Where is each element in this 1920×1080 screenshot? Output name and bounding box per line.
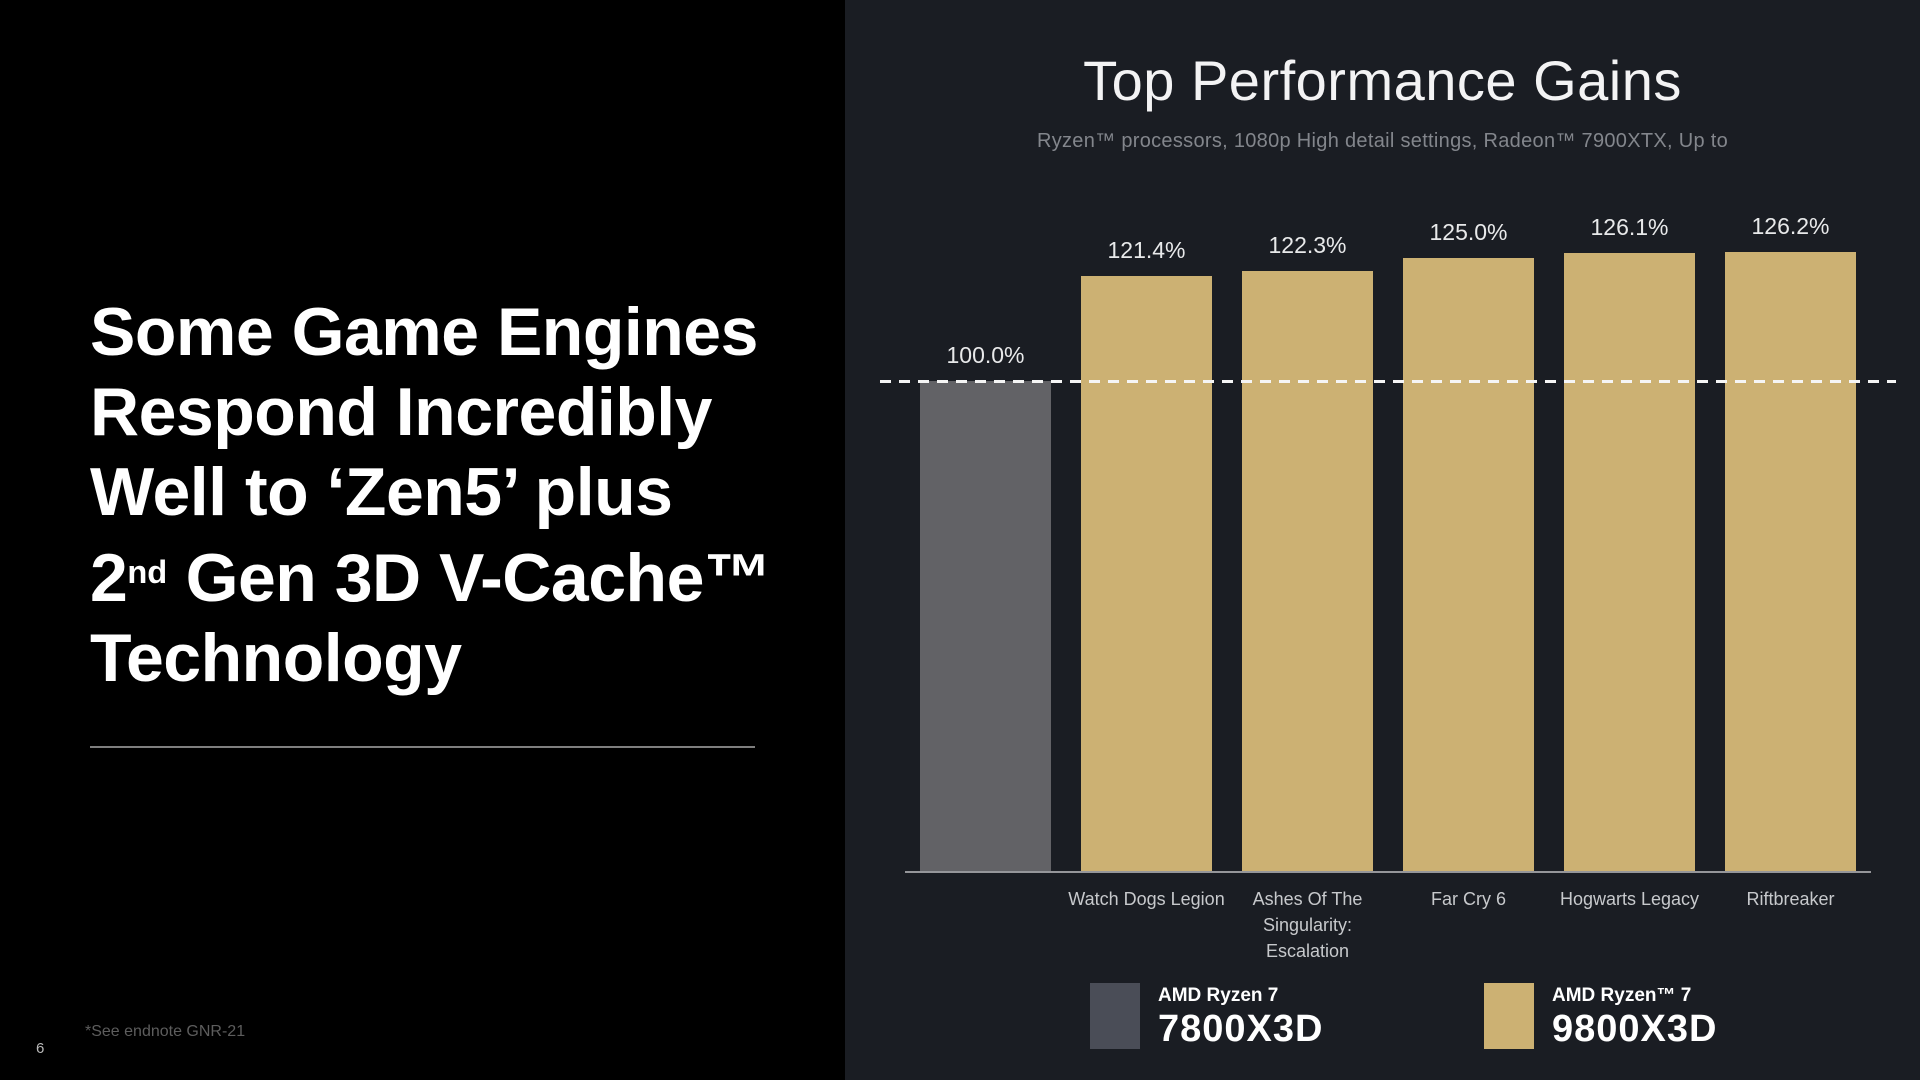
bar-category-label: Watch Dogs Legion xyxy=(1068,889,1225,909)
left-panel: Some Game Engines Respond Incredibly Wel… xyxy=(0,0,845,1080)
bar-value-label: 122.3% xyxy=(1268,232,1347,258)
legend-series-name: AMD Ryzen 7 xyxy=(1158,985,1279,1006)
legend-text-9800x3d: AMD Ryzen™ 7 9800X3D xyxy=(1552,983,1717,1050)
plot-area: 100.0% 121.4% Watch Dogs Legion 122.3% Ashes… xyxy=(880,160,1896,961)
bar-value-label: 126.2% xyxy=(1751,213,1830,239)
chart-title: Top Performance Gains xyxy=(1083,49,1682,112)
bar-slot: 125.0% Far Cry 6 xyxy=(1403,160,1534,909)
chart-subtitle: Ryzen™ processors, 1080p High detail set… xyxy=(1036,130,1729,152)
legend-model-name: 9800X3D xyxy=(1552,1008,1718,1050)
bar-value-label: 100.0% xyxy=(946,342,1025,368)
bar xyxy=(1725,252,1856,871)
bar-value-label: 126.1% xyxy=(1590,214,1669,240)
headline-line-4-rest: Gen 3D V-Cache™ xyxy=(167,539,772,616)
bar xyxy=(1403,258,1534,871)
bar-category-label: Riftbreaker xyxy=(1746,889,1835,909)
headline-line-4-num: 2 xyxy=(90,539,128,616)
bar-slot: 126.1% Hogwarts Legacy xyxy=(1560,160,1699,909)
legend-item-7800x3d: AMD Ryzen 7 7800X3D xyxy=(1090,983,1323,1050)
page-number: 6 xyxy=(36,1040,45,1057)
bar-slot: 121.4% Watch Dogs Legion xyxy=(1068,160,1224,909)
bar xyxy=(1081,276,1212,871)
reference-line-100pct xyxy=(880,380,1896,383)
footnote: *See endnote GNR-21 xyxy=(85,1023,246,1040)
legend-swatch-gray xyxy=(1090,983,1140,1049)
bar-category-label: Hogwarts Legacy xyxy=(1559,889,1700,909)
headline-line-2: Respond Incredibly xyxy=(90,374,713,450)
bar-slot: 126.2% Riftbreaker xyxy=(1725,160,1856,909)
legend-swatch-gold xyxy=(1484,983,1534,1049)
legend-series-name: AMD Ryzen™ 7 xyxy=(1552,985,1692,1006)
bar-category-label: Ashes Of The Singularity: Escalation xyxy=(1252,889,1363,961)
legend-item-9800x3d: AMD Ryzen™ 7 9800X3D xyxy=(1484,983,1717,1050)
headline-line-4-ordinal: nd xyxy=(127,553,168,590)
headline-line-1: Some Game Engines xyxy=(90,294,758,370)
chart-panel: Top Performance Gains Ryzen™ processors,… xyxy=(845,0,1920,1080)
bar-slot: 122.3% Ashes Of The Singularity: Escalati… xyxy=(1242,160,1373,961)
headline-divider xyxy=(90,746,755,748)
bar-value-label: 125.0% xyxy=(1429,219,1508,245)
headline-line-5: Technology xyxy=(90,619,462,696)
bar xyxy=(1564,253,1695,871)
bar-category-label: Far Cry 6 xyxy=(1430,889,1506,909)
bar xyxy=(920,381,1051,871)
headline-line-4: 2nd Gen 3D V-Cache™ xyxy=(90,532,772,618)
bar-value-label: 121.4% xyxy=(1107,237,1186,263)
legend-text-7800x3d: AMD Ryzen 7 7800X3D xyxy=(1158,983,1323,1050)
bar xyxy=(1242,271,1373,871)
legend-model-name: 7800X3D xyxy=(1158,1008,1324,1050)
bar-slot: 100.0% xyxy=(920,160,1051,871)
headline-line-3: Well to ‘Zen5’ plus xyxy=(90,454,673,530)
headline: Some Game Engines Respond Incredibly Wel… xyxy=(90,292,772,698)
